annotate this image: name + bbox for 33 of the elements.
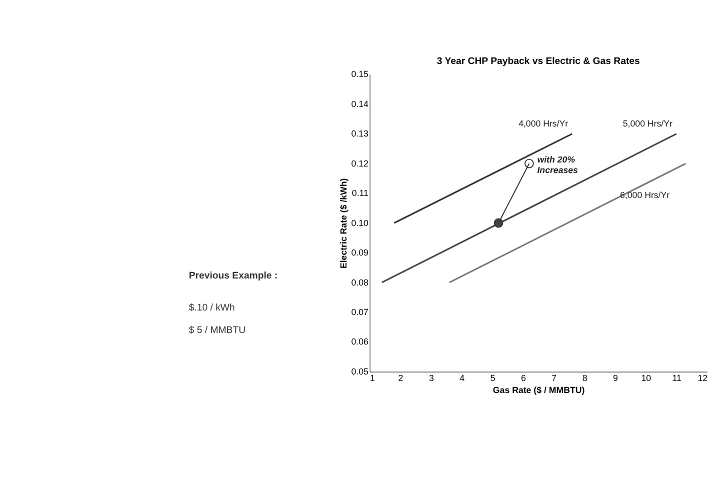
- series-label: 6,000 Hrs/Yr: [620, 190, 670, 200]
- y-tick-label: 0.14: [351, 98, 369, 109]
- y-tick-label: 0.06: [351, 336, 369, 347]
- chart-title: 3 Year CHP Payback vs Electric & Gas Rates: [436, 56, 640, 67]
- x-tick-label: 12: [698, 372, 708, 383]
- x-tick-label: 2: [398, 372, 404, 383]
- x-tick-label: 9: [613, 372, 618, 383]
- y-tick-label: 0.08: [351, 277, 369, 288]
- x-axis-title: Gas Rate ($ / MMBTU): [492, 384, 585, 395]
- x-tick-label: 5: [490, 372, 496, 383]
- annotation: with 20% Increases: [537, 154, 578, 176]
- x-tick-label: 7: [552, 372, 557, 383]
- series-label: 5,000 Hrs/Yr: [622, 118, 672, 129]
- x-tick-label: 1: [370, 372, 376, 383]
- y-tick-label: 0.10: [351, 218, 369, 228]
- y-tick-label: 0.15: [351, 69, 369, 80]
- y-tick-label: 0.07: [351, 307, 369, 318]
- x-tick-label: 3: [428, 372, 434, 383]
- x-tick-label: 11: [672, 372, 682, 383]
- y-tick-label: 0.13: [351, 128, 369, 139]
- text: Previous Example :: [188, 270, 278, 282]
- x-tick-label: 8: [582, 372, 588, 383]
- x-tick-label: 10: [641, 372, 652, 383]
- y-tick-label: 0.05: [351, 366, 369, 376]
- text: $ 5 / MMBTU: [188, 325, 246, 336]
- text: $.10 / kWh: [188, 302, 235, 314]
- x-tick-label: 6: [520, 372, 526, 383]
- y-axis-title: Electric Rate ($ /kWh): [338, 178, 348, 269]
- y-tick-label: 0.11: [352, 188, 369, 198]
- y-tick-label: 0.09: [351, 248, 369, 258]
- y-tick-label: 0.12: [351, 158, 369, 168]
- x-tick-label: 4: [460, 372, 465, 383]
- series-label: 4,000 Hrs/Yr: [518, 118, 568, 129]
